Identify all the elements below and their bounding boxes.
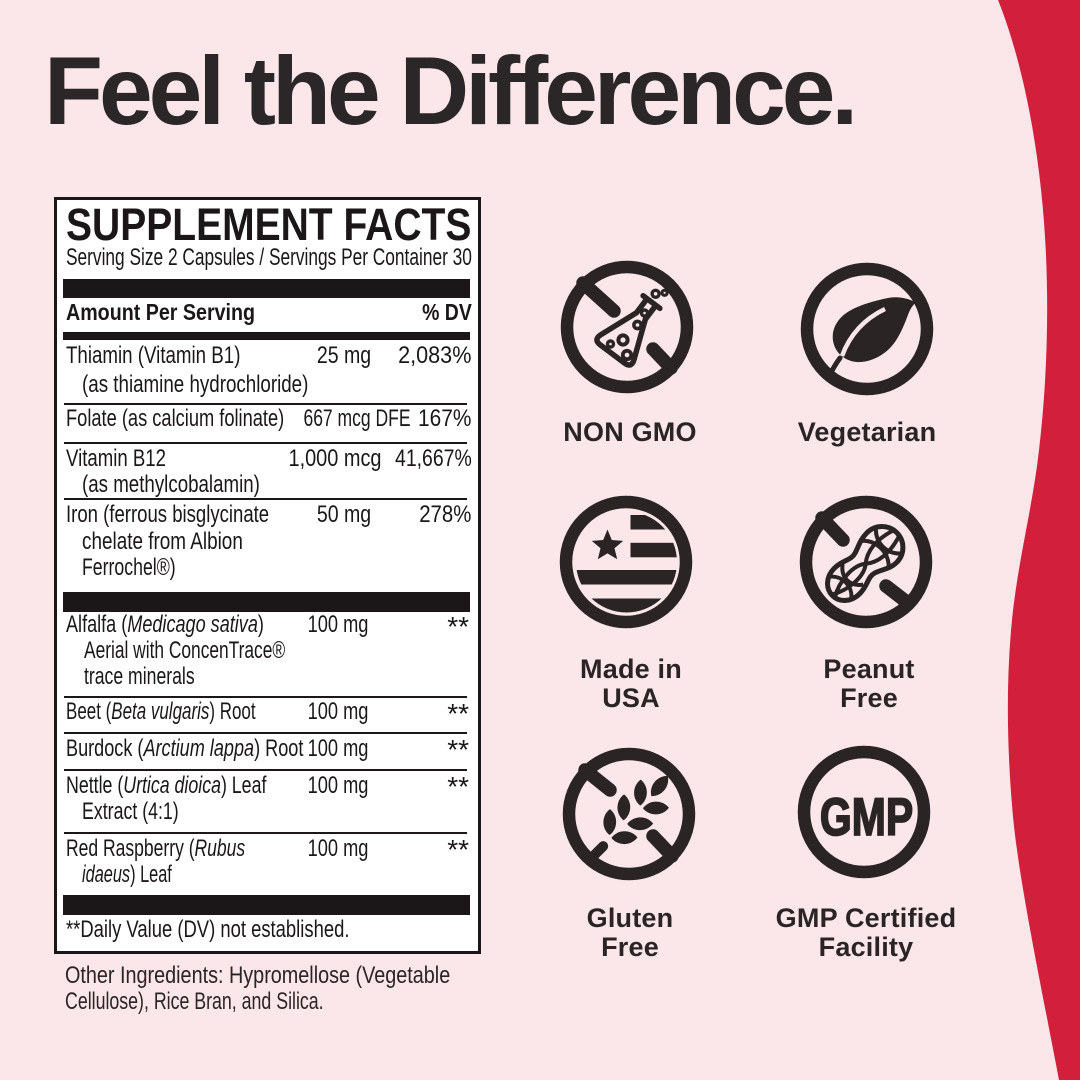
svg-text:GMP: GMP (820, 787, 913, 846)
